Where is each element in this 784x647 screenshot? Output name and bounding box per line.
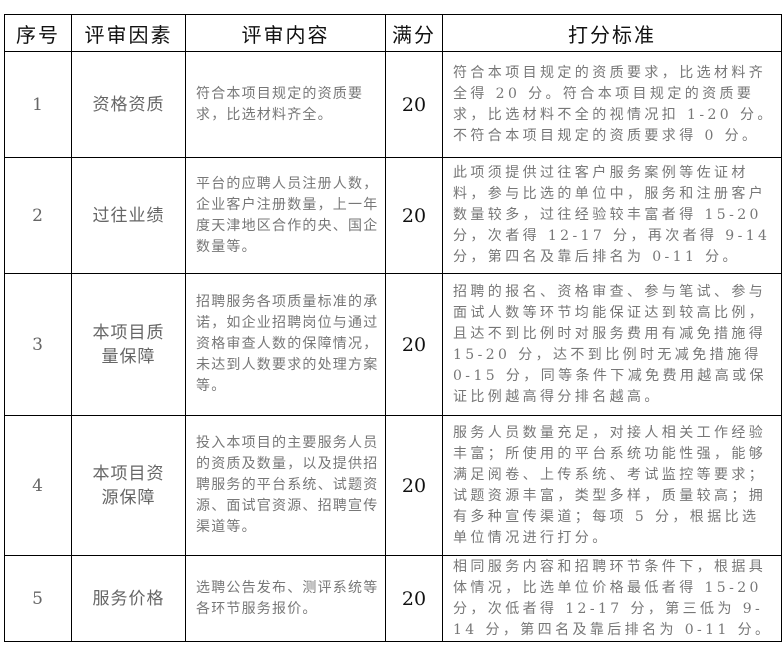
row-score: 20 bbox=[385, 157, 443, 274]
table-row: 3 本项目质量保障 招聘服务各项质量标准的承诺，如企业招聘岗位与通过资格审查人数… bbox=[4, 273, 782, 416]
row-score: 20 bbox=[385, 555, 443, 642]
row-content: 投入本项目的主要服务人员的资质及数量，以及提供招聘服务的平台系统、试题资源、面试… bbox=[185, 415, 386, 556]
row-score: 20 bbox=[385, 273, 443, 416]
table-row: 2 过往业绩 平台的应聘人员注册人数，企业客户注册数量，上一年度天津地区合作的央… bbox=[4, 157, 782, 274]
header-content: 评审内容 bbox=[185, 14, 386, 52]
row-score: 20 bbox=[385, 415, 443, 556]
row-content: 平台的应聘人员注册人数，企业客户注册数量，上一年度天津地区合作的央、国企数量等。 bbox=[185, 157, 386, 274]
header-score: 满分 bbox=[385, 14, 443, 52]
table-row: 4 本项目资源保障 投入本项目的主要服务人员的资质及数量，以及提供招聘服务的平台… bbox=[4, 415, 782, 556]
row-content: 招聘服务各项质量标准的承诺，如企业招聘岗位与通过资格审查人数的保障情况，未达到人… bbox=[185, 273, 386, 416]
row-criteria: 招聘的报名、资格审查、参与笔试、参与面试人数等环节均能保证达到较高比例，且达不到… bbox=[442, 273, 782, 416]
table-row: 5 服务价格 选聘公告发布、测评系统等各环节服务报价。 20 相同服务内容和招聘… bbox=[4, 555, 782, 642]
row-no: 2 bbox=[4, 157, 72, 274]
row-criteria: 符合本项目规定的资质要求，比选材料齐全得 20 分。符合本项目规定的资质要求，比… bbox=[442, 51, 782, 158]
row-criteria: 相同服务内容和招聘环节条件下，根据具体情况，比选单位价格最低者得 15-20 分… bbox=[442, 555, 782, 642]
row-factor: 资格资质 bbox=[71, 51, 186, 158]
row-no: 3 bbox=[4, 273, 72, 416]
row-content: 选聘公告发布、测评系统等各环节服务报价。 bbox=[185, 555, 386, 642]
row-factor: 本项目质量保障 bbox=[71, 273, 186, 416]
scoring-table: 序号 评审因素 评审内容 满分 打分标准 1 资格资质 符合本项目规定的资质要求… bbox=[4, 14, 782, 642]
header-factor: 评审因素 bbox=[71, 14, 186, 52]
row-factor: 本项目资源保障 bbox=[71, 415, 186, 556]
row-content: 符合本项目规定的资质要求，比选材料齐全。 bbox=[185, 51, 386, 158]
table-row: 1 资格资质 符合本项目规定的资质要求，比选材料齐全。 20 符合本项目规定的资… bbox=[4, 51, 782, 158]
header-no: 序号 bbox=[4, 14, 72, 52]
header-criteria: 打分标准 bbox=[442, 14, 782, 52]
row-criteria: 此项须提供过往客户服务案例等佐证材料，参与比选的单位中，服务和注册客户数量较多，… bbox=[442, 157, 782, 274]
header-row: 序号 评审因素 评审内容 满分 打分标准 bbox=[4, 14, 782, 52]
row-no: 4 bbox=[4, 415, 72, 556]
row-factor: 服务价格 bbox=[71, 555, 186, 642]
row-score: 20 bbox=[385, 51, 443, 158]
row-no: 5 bbox=[4, 555, 72, 642]
row-criteria: 服务人员数量充足，对接人相关工作经验丰富；所使用的平台系统功能性强，能够满足阅卷… bbox=[442, 415, 782, 556]
row-no: 1 bbox=[4, 51, 72, 158]
row-factor: 过往业绩 bbox=[71, 157, 186, 274]
